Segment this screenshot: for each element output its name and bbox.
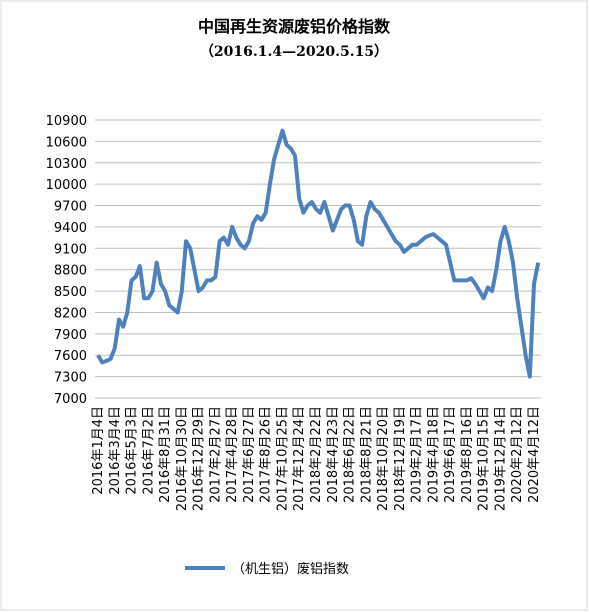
y-tick-label: 7000 [54,392,87,407]
x-tick-label: 2018年2月22日 [309,406,324,503]
x-tick-label: 2018年4月23日 [326,406,341,503]
x-tick-label: 2016年7月2日 [141,406,156,495]
y-tick-label: 7900 [54,328,87,343]
y-tick-label: 7600 [54,349,87,364]
x-tick-label: 2016年1月4日 [91,406,106,495]
x-tick-label: 2020年2月12日 [510,406,525,503]
y-tick-label: 8500 [54,285,87,300]
x-tick-label: 2017年10月25日 [275,406,290,511]
y-tick-label: 9100 [54,242,87,257]
x-tick-label: 2016年8月31日 [158,406,173,503]
y-tick-label: 8800 [54,264,87,279]
x-tick-label: 2019年10月15日 [477,406,492,511]
x-tick-label: 2019年8月16日 [460,406,475,503]
x-tick-label: 2019年6月17日 [443,406,458,503]
x-tick-label: 2019年4月18日 [426,406,441,503]
y-tick-label: 10900 [46,114,87,129]
x-tick-label: 2017年4月28日 [225,406,240,503]
x-tick-label: 2017年6月27日 [242,406,257,503]
y-tick-label: 9700 [54,200,87,215]
y-tick-label: 10300 [46,157,87,172]
x-tick-label: 2020年4月12日 [527,406,542,503]
x-tick-label: 2017年2月27日 [208,406,223,503]
x-tick-label: 2019年2月17日 [410,406,425,503]
y-tick-label: 7300 [54,371,87,386]
y-tick-label: 9400 [54,221,87,236]
y-tick-label: 10600 [46,135,87,150]
legend-label: （机生铝）废铝指数 [232,561,349,577]
chart-title: 中国再生资源废铝价格指数 [198,17,391,36]
x-tick-label: 2016年12月29日 [192,406,207,511]
x-tick-label: 2019年12月14日 [493,406,508,511]
x-tick-label: 2018年8月21日 [359,406,374,503]
x-tick-label: 2018年6月22日 [343,406,358,503]
chart-subtitle: （2016.1.4—2020.5.15） [200,44,388,60]
x-tick-label: 2017年8月26日 [259,406,274,503]
x-tick-label: 2018年12月19日 [393,406,408,511]
x-tick-label: 2016年10月30日 [175,406,190,511]
data-line [96,128,541,379]
x-tick-label: 2016年3月4日 [108,406,123,495]
x-tick-label: 2017年12月24日 [292,406,307,511]
y-tick-label: 10000 [46,178,87,193]
y-tick-label: 8200 [54,306,87,321]
x-tick-label: 2016年5月3日 [125,406,140,495]
x-tick-label: 2018年10月20日 [376,406,391,511]
